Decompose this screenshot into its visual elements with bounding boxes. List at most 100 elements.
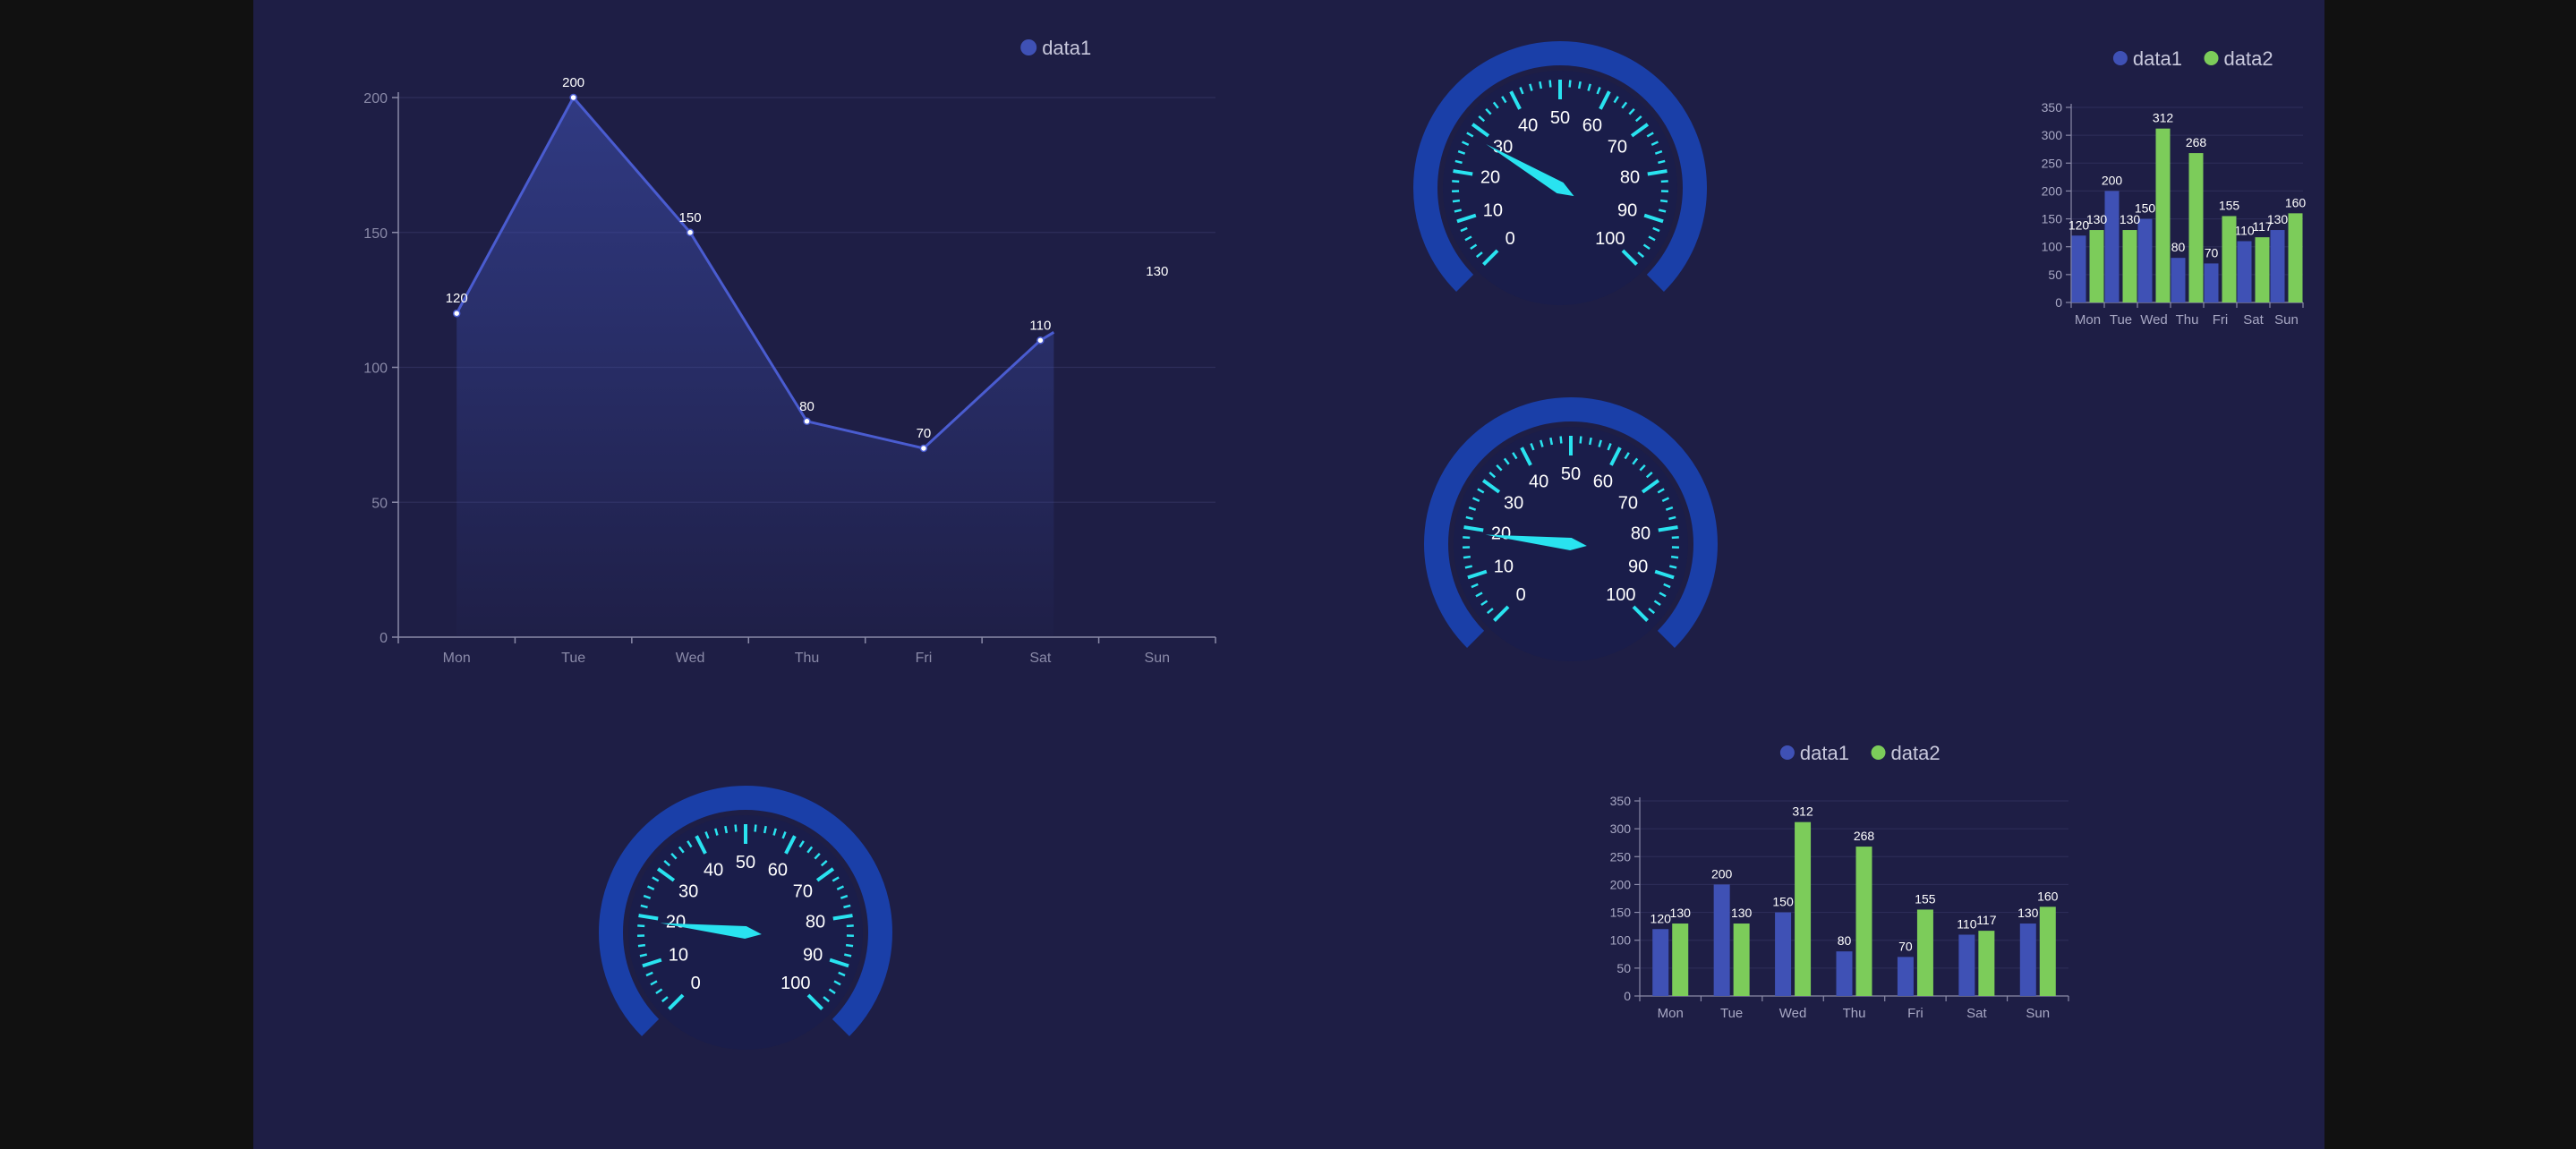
bar-label-data1-Tue: 200 (2102, 173, 2123, 187)
gauge-minor-tick (1657, 488, 1665, 494)
gauge-minor-tick (1464, 235, 1472, 242)
gauge-minor-tick (798, 840, 805, 848)
bar-label-data1-Fri: 70 (1898, 939, 1913, 953)
gauge-ring (599, 786, 892, 1036)
gauge-minor-tick (1540, 439, 1544, 447)
data-label-Sun: 130 (1146, 264, 1168, 279)
gauge-needle (660, 923, 762, 939)
x-tick-label-Sun: Sun (1145, 651, 1170, 666)
gauge-scale-label-10: 10 (1483, 200, 1503, 220)
bar-data2-Sat (1978, 931, 1995, 996)
dashboard: 0 50 100 150 200 Mon Tue Wed Thu Fri Sat Sun 120 200 1… (253, 0, 2324, 1149)
x-tick-label-Wed: Wed (2140, 312, 2168, 328)
gauge-major-tick (1471, 123, 1490, 138)
data-label-Fri: 70 (917, 426, 932, 441)
y-tick-label-350: 350 (2042, 100, 2063, 115)
y-tick-label-200: 200 (1610, 877, 1632, 891)
gauge-minor-tick (1639, 464, 1646, 472)
x-tick-label-Wed: Wed (1779, 1006, 1807, 1021)
y-tick-label-100: 100 (1610, 933, 1632, 948)
x-tick-label-Thu: Thu (795, 651, 820, 666)
x-tick-label-Wed: Wed (676, 651, 705, 666)
bar-label-data2-Thu: 268 (1854, 829, 1875, 843)
gauge-minor-tick (1568, 80, 1572, 88)
gauge-minor-tick (1613, 96, 1619, 104)
gauge-major-tick (1481, 479, 1501, 494)
gauge-minor-tick (1465, 515, 1473, 521)
gauge-minor-tick (1452, 199, 1461, 203)
gauge-major-tick (829, 958, 849, 968)
gauge-minor-tick (836, 885, 845, 891)
legend-marker-data1 (2112, 51, 2128, 65)
gauge-minor-tick (643, 894, 652, 899)
x-tick-label-Tue: Tue (1720, 1006, 1743, 1021)
gauge-minor-tick (828, 988, 836, 995)
data-point-Mon (452, 309, 461, 318)
bar-label-data2-Sun: 160 (2037, 889, 2059, 903)
bar-label-data2-Wed: 312 (2153, 111, 2174, 125)
data-label-Sat: 110 (1029, 318, 1051, 333)
bar-data1-Sat (2237, 241, 2252, 302)
gauge-minor-tick (806, 846, 814, 854)
bar-label-data2-Fri: 155 (2219, 198, 2240, 212)
y-tick-label-100: 100 (363, 362, 388, 377)
y-tick-label-300: 300 (2042, 128, 2063, 142)
data-point-Fri (919, 444, 928, 453)
gauge-minor-tick (1671, 536, 1679, 540)
bar-data2-Wed (1795, 821, 1812, 996)
gauge-scale-label-70: 70 (793, 882, 813, 902)
gauge-minor-tick (1460, 226, 1468, 233)
bar-data2-Mon (2089, 230, 2104, 302)
gauge-minor-tick (1478, 115, 1486, 123)
gauge-minor-tick (661, 996, 669, 1003)
bar-data1-Tue (2104, 191, 2120, 302)
bar-data2-Tue (2122, 230, 2137, 302)
gauge-minor-tick (1588, 437, 1592, 446)
legend-label-data1: data1 (1800, 742, 1849, 764)
gauge-major-tick (1456, 213, 1477, 224)
gauge-scale-label-30: 30 (1504, 494, 1523, 514)
data-label-Tue: 200 (562, 75, 584, 90)
gauge-scale-label-70: 70 (1608, 138, 1627, 157)
gauge-minor-tick (1624, 452, 1630, 460)
gauge-scale-label-20: 20 (1480, 168, 1500, 188)
gauge-minor-tick (1519, 87, 1524, 95)
gauge-minor-tick (1632, 457, 1639, 465)
gauge-minor-tick (1454, 209, 1462, 213)
gauge-minor-tick (1452, 180, 1460, 183)
gauge-minor-tick (1660, 180, 1668, 183)
gauge-minor-tick (1471, 583, 1479, 589)
bar-label-data1-Tue: 200 (1711, 866, 1733, 881)
gauge-major-tick (1482, 249, 1499, 266)
gauge-minor-tick (840, 894, 849, 899)
data-label-Thu: 80 (799, 399, 815, 414)
x-tick-label-Thu: Thu (2176, 312, 2199, 328)
bar-label-data1-Mon: 120 (2068, 217, 2090, 232)
y-tick-label-50: 50 (1616, 961, 1631, 975)
gauge-minor-tick (814, 852, 821, 860)
gauge-scale-label-0: 0 (1506, 229, 1515, 249)
legend-marker-data1 (1020, 39, 1037, 55)
gauge-minor-tick (772, 828, 777, 836)
gauge-minor-tick (639, 953, 647, 958)
bar-label-data2-Sat: 117 (1976, 913, 1997, 927)
bar-data2-Fri (1916, 909, 1933, 996)
gauge-minor-tick (704, 831, 710, 839)
bar-label-data2-Sun: 160 (2285, 195, 2307, 209)
gauge-minor-tick (1577, 81, 1582, 89)
gauge-minor-tick (820, 860, 828, 867)
bar-data1-Thu (2171, 258, 2186, 302)
gauge-scale-label-40: 40 (704, 861, 723, 881)
gauge-scale-label-90: 90 (1628, 557, 1648, 576)
gauge-major-tick (1632, 605, 1649, 622)
gauge-minor-tick (1530, 443, 1535, 451)
bar-label-data2-Tue: 130 (1731, 906, 1753, 920)
gauge-major-tick (1643, 213, 1664, 224)
data-point-Wed (686, 228, 695, 236)
gauge-minor-tick (663, 860, 671, 867)
gauge-scale-label-0: 0 (1516, 585, 1526, 605)
gauge-scale-label-70: 70 (1618, 494, 1638, 514)
gauge-minor-tick (678, 846, 685, 854)
y-tick-label-250: 250 (2042, 156, 2063, 170)
